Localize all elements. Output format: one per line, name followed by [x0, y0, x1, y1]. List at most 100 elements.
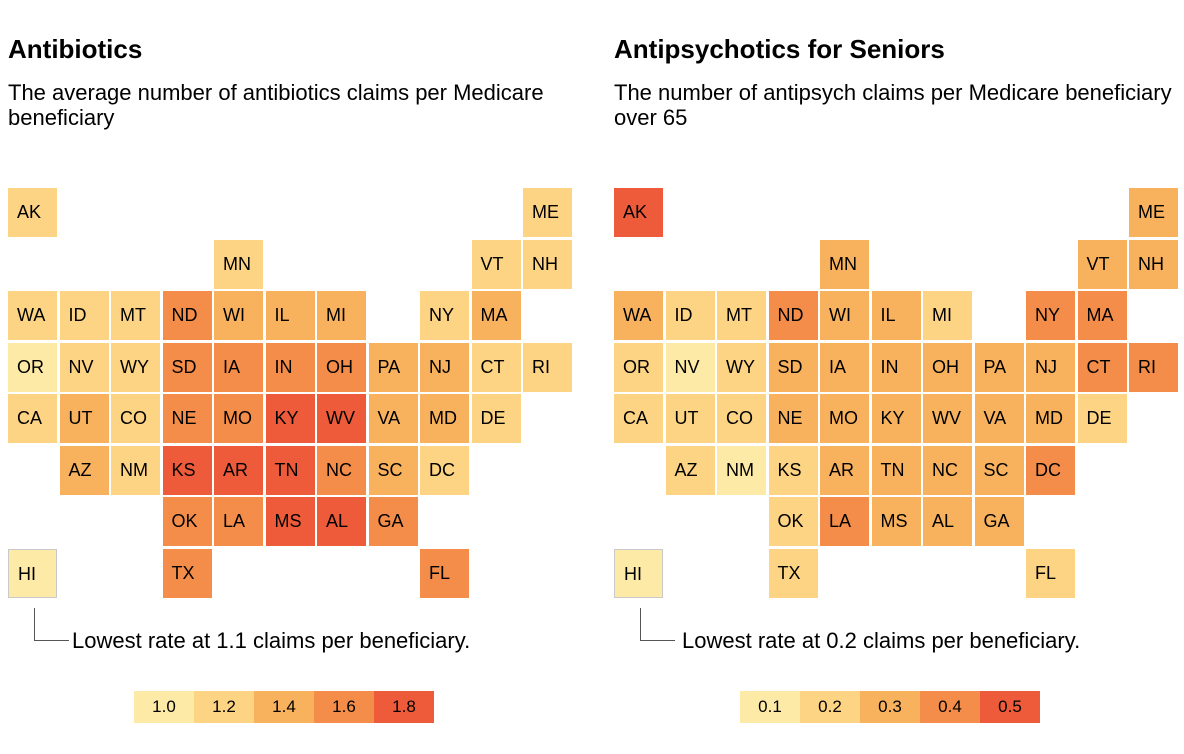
state-tile-tx: TX	[162, 548, 212, 598]
state-tile-ky: KY	[265, 394, 315, 443]
state-label: WY	[120, 356, 149, 377]
state-label: VT	[480, 253, 504, 274]
state-label: IL	[274, 305, 290, 325]
state-tile-ut: UT	[665, 394, 715, 443]
state-label: IL	[880, 305, 896, 325]
state-tile-ca: CA	[8, 394, 57, 443]
state-tile-ak: AK	[8, 188, 57, 237]
state-tile-nc: NC	[923, 445, 972, 495]
state-label: HI	[18, 563, 36, 584]
state-label: PA	[983, 356, 1007, 377]
state-label: HI	[624, 563, 642, 584]
state-label: LA	[223, 511, 246, 531]
state-label: CT	[1086, 356, 1111, 377]
state-tile-oh: OH	[923, 342, 972, 392]
state-tile-ne: NE	[768, 394, 818, 443]
antipsychotics-panel: Antipsychotics for Seniors The number of…	[614, 0, 1184, 754]
state-label: ME	[532, 202, 559, 222]
state-tile-wv: WV	[317, 394, 366, 443]
state-label: DE	[480, 408, 506, 428]
legend-swatch: 1.4	[254, 691, 314, 723]
state-tile-ms: MS	[871, 497, 921, 546]
state-tile-ca: CA	[614, 394, 663, 443]
state-label: WI	[829, 305, 851, 325]
chart-title: Antipsychotics for Seniors	[614, 34, 945, 64]
state-tile-fl: FL	[1026, 548, 1075, 598]
state-label: CO	[726, 408, 753, 428]
state-label: TX	[777, 562, 801, 583]
state-label: OR	[623, 356, 650, 377]
legend-swatch: 1.6	[314, 691, 374, 723]
state-label: IN	[274, 356, 293, 377]
state-label: KY	[880, 408, 905, 428]
state-tile-nh: NH	[1129, 239, 1178, 289]
antibiotics-panel: Antibiotics The average number of antibi…	[8, 0, 598, 754]
state-label: MD	[429, 408, 457, 428]
state-label: DE	[1086, 408, 1112, 428]
state-label: WA	[623, 305, 652, 325]
state-tile-sc: SC	[974, 445, 1024, 495]
state-label: KY	[274, 408, 299, 428]
state-label: OH	[326, 356, 353, 377]
state-label: MN	[829, 253, 857, 274]
state-label: KS	[171, 459, 196, 480]
state-label: KS	[777, 459, 802, 480]
state-tile-mt: MT	[111, 291, 160, 340]
state-tile-nd: ND	[162, 291, 212, 340]
state-tile-il: IL	[871, 291, 921, 340]
state-tile-ks: KS	[768, 445, 818, 495]
state-label: NJ	[1035, 356, 1057, 377]
state-tile-ky: KY	[871, 394, 921, 443]
state-label: NE	[171, 408, 197, 428]
state-label: MO	[829, 408, 858, 428]
state-label: IA	[829, 356, 847, 377]
state-label: AR	[223, 459, 249, 480]
state-label: MT	[726, 305, 752, 325]
state-tile-ny: NY	[420, 291, 469, 340]
state-tile-ny: NY	[1026, 291, 1075, 340]
state-tile-or: OR	[8, 342, 57, 392]
state-tile-la: LA	[820, 497, 869, 546]
state-tile-ks: KS	[162, 445, 212, 495]
state-label: AL	[326, 511, 349, 531]
state-label: SC	[983, 459, 1009, 480]
state-label: FL	[429, 562, 451, 583]
state-label: OK	[777, 511, 804, 531]
state-label: CT	[480, 356, 505, 377]
state-tile-co: CO	[717, 394, 766, 443]
state-label: NY	[1035, 305, 1061, 325]
state-label: NC	[326, 459, 352, 480]
state-tile-co: CO	[111, 394, 160, 443]
state-tile-de: DE	[471, 394, 521, 443]
state-tile-ms: MS	[265, 497, 315, 546]
state-tile-ak: AK	[614, 188, 663, 237]
state-label: CA	[17, 408, 43, 428]
state-tile-grid: AK ME MN VT NH WA ID MT ND WI IL MI NY MA OR NV WY SD IA IN…	[614, 0, 1184, 620]
legend-swatch: 1.8	[374, 691, 434, 723]
state-label: MI	[932, 305, 952, 325]
state-tile-va: VA	[974, 394, 1024, 443]
state-tile-ct: CT	[471, 342, 521, 392]
state-tile-id: ID	[665, 291, 715, 340]
state-label: CA	[623, 408, 649, 428]
state-label: NV	[68, 356, 94, 377]
state-tile-wy: WY	[717, 342, 766, 392]
state-label: NY	[429, 305, 455, 325]
state-tile-az: AZ	[59, 445, 109, 495]
state-tile-wa: WA	[8, 291, 57, 340]
state-label: WV	[326, 408, 355, 428]
legend-swatch: 0.3	[860, 691, 920, 723]
state-label: UT	[674, 408, 699, 428]
state-label: NE	[777, 408, 803, 428]
state-tile-vt: VT	[471, 239, 521, 289]
state-tile-wy: WY	[111, 342, 160, 392]
state-label: IN	[880, 356, 899, 377]
state-tile-me: ME	[523, 188, 572, 237]
state-tile-mo: MO	[820, 394, 869, 443]
state-tile-ne: NE	[162, 394, 212, 443]
state-tile-md: MD	[1026, 394, 1075, 443]
state-label: MS	[274, 511, 302, 531]
state-tile-hi: HI	[614, 548, 663, 598]
state-tile-mi: MI	[317, 291, 366, 340]
state-label: DC	[1035, 459, 1061, 480]
